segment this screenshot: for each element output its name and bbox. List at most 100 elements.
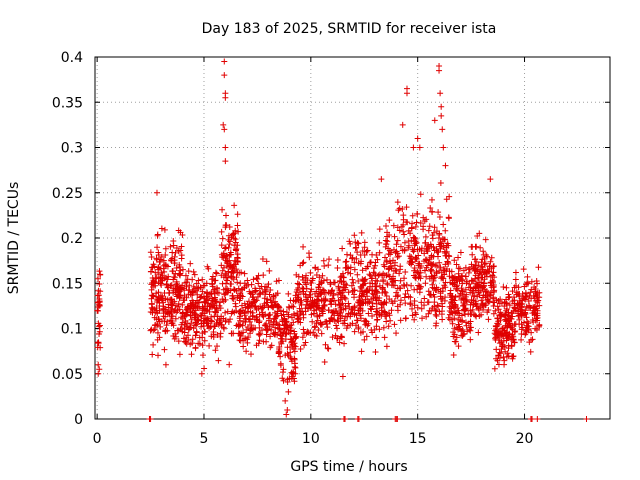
data-point [480,303,487,310]
data-point [361,252,368,259]
data-point [243,326,250,333]
data-point [467,324,474,331]
data-point [529,416,536,422]
data-point [456,323,463,330]
data-point [466,265,473,272]
data-point [402,315,409,322]
data-point [332,301,339,308]
data-point [419,315,426,322]
data-point [417,269,424,276]
data-point [418,245,425,252]
data-point [95,361,102,368]
data-point [96,323,103,330]
data-point [495,361,502,368]
data-point [173,264,180,271]
data-point [413,219,420,226]
data-point [164,284,171,291]
data-point [345,300,352,307]
points-layer [94,58,590,422]
data-point [287,354,294,361]
data-point [290,369,297,376]
data-point [284,350,291,357]
x-tick-label: 15 [409,431,427,447]
data-point [367,272,374,279]
data-point [344,313,351,320]
data-point [421,295,428,302]
data-point [436,259,443,266]
data-point [220,274,227,281]
data-point [509,313,516,320]
data-point [304,298,311,305]
data-point [268,303,275,310]
data-point [153,322,160,329]
data-point [342,295,349,302]
data-point [479,256,486,263]
data-point [201,365,208,372]
data-point [383,259,390,266]
data-point [228,310,235,317]
data-point [493,297,500,304]
data-point [198,323,205,330]
data-point [238,269,245,276]
data-point [525,323,532,330]
data-point [172,315,179,322]
data-point [494,315,501,322]
data-point [451,273,458,280]
data-point [244,339,251,346]
data-point [237,295,244,302]
data-point [208,290,215,297]
data-point [239,286,246,293]
data-point [182,272,189,279]
data-point [97,271,104,278]
data-point [213,319,220,326]
data-point [197,294,204,301]
data-point [385,266,392,273]
data-point [277,360,284,367]
data-point [162,252,169,259]
data-point [206,303,213,310]
data-point [376,311,383,318]
data-point [351,291,358,298]
data-point [468,277,475,284]
data-point [462,286,469,293]
data-point [480,292,487,299]
data-point [214,343,220,350]
data-point [373,305,380,312]
data-point [297,310,304,317]
data-point [530,304,537,311]
data-point [459,272,466,279]
data-point [154,244,161,251]
data-point [412,235,419,242]
data-point [232,227,239,234]
data-point [148,264,155,271]
data-point [250,299,257,306]
data-point [96,280,103,287]
data-point [365,320,372,327]
data-point [534,314,541,321]
data-point [355,259,362,266]
data-point [150,261,157,268]
data-point [508,336,515,343]
data-point [492,307,499,314]
data-point [234,257,241,264]
data-point [345,289,352,296]
data-point [363,265,370,272]
data-point [459,318,466,325]
data-point [509,288,516,295]
data-point [282,322,289,329]
data-point [417,191,424,198]
data-point [533,327,540,334]
data-point [254,275,261,282]
data-point [256,337,263,344]
data-point [335,283,342,290]
data-point [374,290,381,297]
data-point [194,291,201,298]
data-point [409,312,416,319]
data-point [493,346,500,353]
data-point [487,176,494,183]
data-point [259,309,266,316]
data-point [444,258,451,265]
data-point [267,333,274,340]
data-point [536,322,543,329]
data-point [182,312,189,319]
